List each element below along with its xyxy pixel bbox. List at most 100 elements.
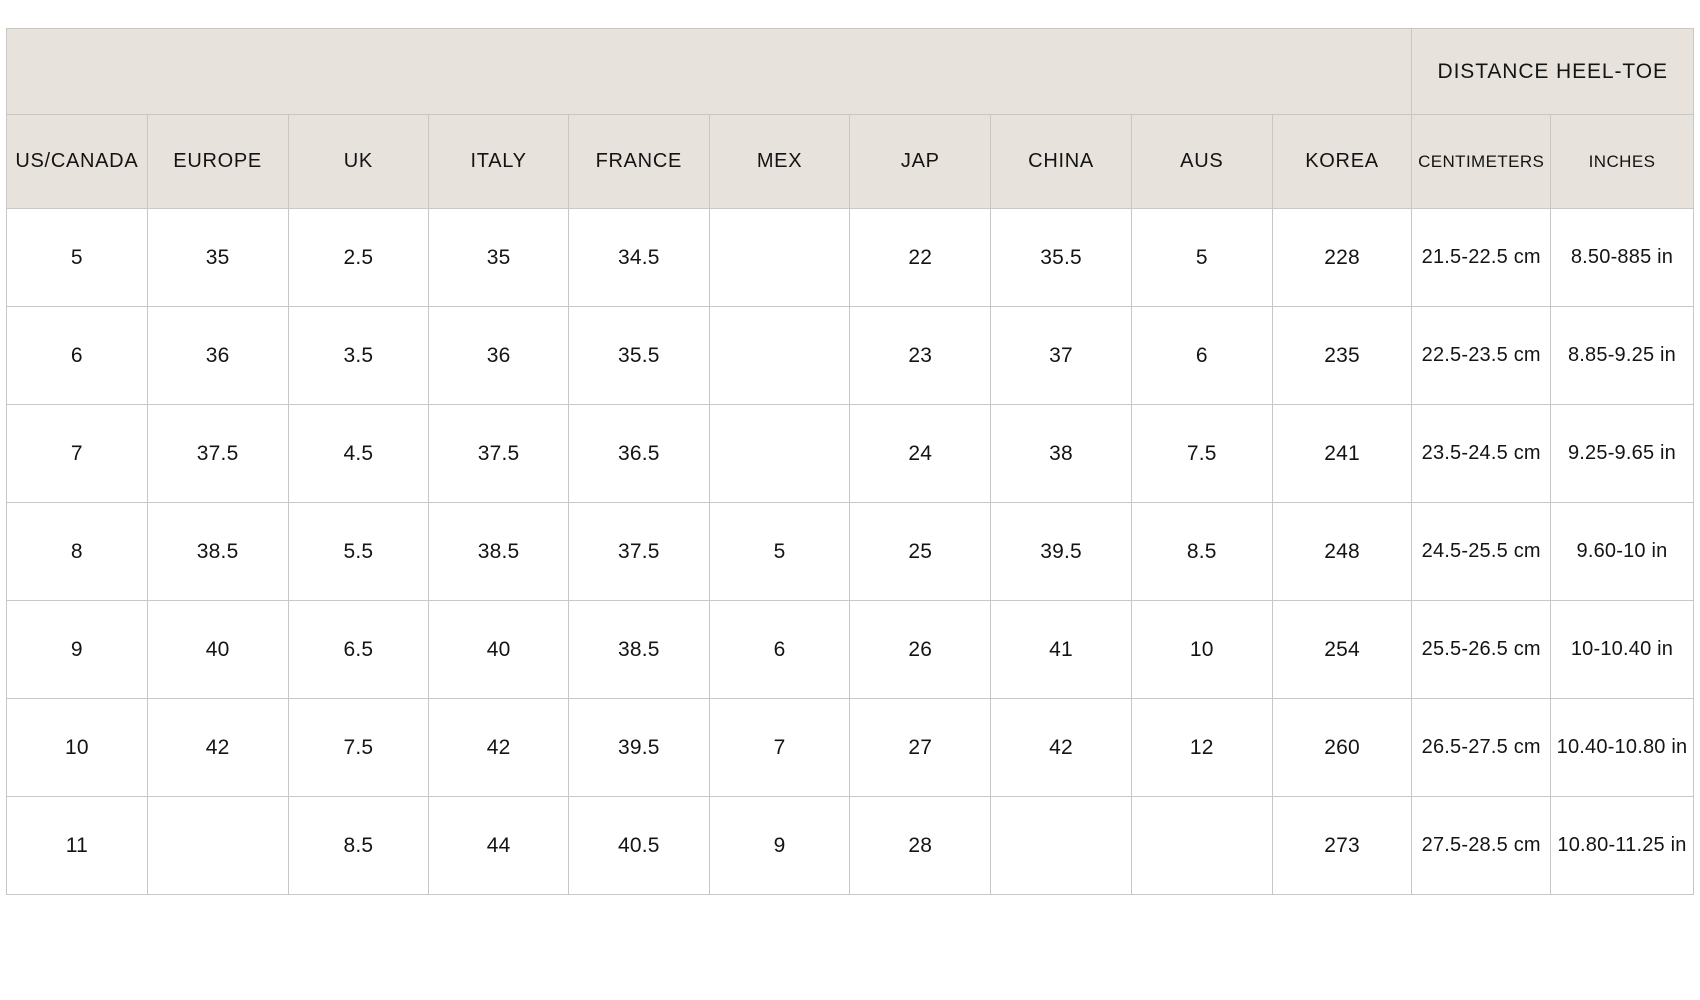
group-header-distance-heel-toe: DISTANCE HEEL-TOE: [1411, 28, 1694, 115]
column-header-mex: MEX: [708, 114, 851, 209]
table-row: 8 38.5 5.5 38.5 37.5 5 25 39.5 8.5 248 2…: [6, 502, 1695, 601]
column-header-row: US/CANADA EUROPE UK ITALY FRANCE MEX JAP…: [6, 114, 1695, 209]
cell-jap: 27: [849, 698, 992, 797]
cell-us-canada: 6: [6, 306, 148, 405]
cell-uk: 8.5: [287, 796, 430, 895]
cell-us-canada: 7: [6, 404, 148, 503]
cell-mex: 9: [708, 796, 851, 895]
cell-aus: [1130, 796, 1273, 895]
cell-china: 38: [990, 404, 1132, 503]
cell-mex: [708, 208, 851, 307]
cell-china: 39.5: [990, 502, 1132, 601]
group-header-spacer: [5, 28, 1413, 115]
cell-europe: 37.5: [146, 404, 289, 503]
cell-centimeters: 27.5-28.5 cm: [1411, 796, 1551, 895]
cell-china: 41: [990, 600, 1132, 699]
cell-us-canada: 5: [6, 208, 148, 307]
cell-centimeters: 21.5-22.5 cm: [1411, 208, 1551, 307]
cell-us-canada: 9: [6, 600, 148, 699]
cell-china: [990, 796, 1132, 895]
group-header-row: DISTANCE HEEL-TOE: [5, 28, 1694, 115]
cell-europe: 36: [146, 306, 289, 405]
cell-korea: 235: [1271, 306, 1413, 405]
cell-aus: 5: [1130, 208, 1273, 307]
cell-aus: 6: [1130, 306, 1273, 405]
column-header-italy: ITALY: [428, 114, 569, 209]
cell-us-canada: 8: [6, 502, 148, 601]
cell-centimeters: 22.5-23.5 cm: [1411, 306, 1551, 405]
cell-aus: 8.5: [1130, 502, 1273, 601]
cell-uk: 2.5: [287, 208, 430, 307]
column-header-korea: KOREA: [1271, 114, 1413, 209]
cell-inches: 10.40-10.80 in: [1549, 698, 1695, 797]
cell-italy: 35: [428, 208, 569, 307]
cell-uk: 6.5: [287, 600, 430, 699]
cell-inches: 10.80-11.25 in: [1549, 796, 1695, 895]
cell-aus: 12: [1130, 698, 1273, 797]
cell-mex: 7: [708, 698, 851, 797]
cell-centimeters: 25.5-26.5 cm: [1411, 600, 1551, 699]
column-header-france: FRANCE: [567, 114, 710, 209]
cell-mex: [708, 306, 851, 405]
size-conversion-chart: DISTANCE HEEL-TOE US/CANADA EUROPE UK IT…: [5, 28, 1695, 895]
cell-china: 35.5: [990, 208, 1132, 307]
size-conversion-table: DISTANCE HEEL-TOE US/CANADA EUROPE UK IT…: [5, 28, 1695, 895]
cell-france: 39.5: [567, 698, 710, 797]
cell-inches: 8.50-885 in: [1549, 208, 1695, 307]
cell-us-canada: 11: [6, 796, 148, 895]
cell-jap: 22: [849, 208, 992, 307]
cell-europe: [146, 796, 289, 895]
cell-italy: 44: [428, 796, 569, 895]
table-row: 7 37.5 4.5 37.5 36.5 24 38 7.5 241 23.5-…: [6, 404, 1695, 503]
column-header-centimeters: CENTIMETERS: [1411, 114, 1551, 209]
cell-france: 36.5: [567, 404, 710, 503]
cell-italy: 38.5: [428, 502, 569, 601]
cell-korea: 260: [1271, 698, 1413, 797]
cell-italy: 36: [428, 306, 569, 405]
cell-france: 38.5: [567, 600, 710, 699]
cell-mex: [708, 404, 851, 503]
cell-inches: 10-10.40 in: [1549, 600, 1695, 699]
table-row: 11 8.5 44 40.5 9 28 273 27.5-28.5 cm 10.…: [6, 796, 1695, 895]
cell-korea: 254: [1271, 600, 1413, 699]
column-header-jap: JAP: [849, 114, 992, 209]
cell-jap: 26: [849, 600, 992, 699]
cell-france: 40.5: [567, 796, 710, 895]
cell-inches: 8.85-9.25 in: [1549, 306, 1695, 405]
cell-mex: 5: [708, 502, 851, 601]
cell-korea: 241: [1271, 404, 1413, 503]
table-row: 5 35 2.5 35 34.5 22 35.5 5 228 21.5-22.5…: [6, 208, 1695, 307]
cell-china: 37: [990, 306, 1132, 405]
cell-france: 34.5: [567, 208, 710, 307]
cell-italy: 37.5: [428, 404, 569, 503]
cell-inches: 9.60-10 in: [1549, 502, 1695, 601]
cell-europe: 38.5: [146, 502, 289, 601]
cell-korea: 248: [1271, 502, 1413, 601]
column-header-europe: EUROPE: [146, 114, 289, 209]
cell-italy: 40: [428, 600, 569, 699]
column-header-us-canada: US/CANADA: [6, 114, 148, 209]
table-row: 6 36 3.5 36 35.5 23 37 6 235 22.5-23.5 c…: [6, 306, 1695, 405]
column-header-aus: AUS: [1130, 114, 1273, 209]
cell-inches: 9.25-9.65 in: [1549, 404, 1695, 503]
column-header-inches: INCHES: [1549, 114, 1695, 209]
cell-uk: 7.5: [287, 698, 430, 797]
cell-europe: 40: [146, 600, 289, 699]
cell-france: 37.5: [567, 502, 710, 601]
cell-china: 42: [990, 698, 1132, 797]
cell-aus: 10: [1130, 600, 1273, 699]
table-row: 9 40 6.5 40 38.5 6 26 41 10 254 25.5-26.…: [6, 600, 1695, 699]
cell-jap: 25: [849, 502, 992, 601]
cell-uk: 4.5: [287, 404, 430, 503]
cell-europe: 35: [146, 208, 289, 307]
column-header-china: CHINA: [990, 114, 1132, 209]
cell-korea: 273: [1271, 796, 1413, 895]
column-header-uk: UK: [287, 114, 430, 209]
cell-jap: 24: [849, 404, 992, 503]
table-body: DISTANCE HEEL-TOE US/CANADA EUROPE UK IT…: [5, 28, 1695, 895]
cell-italy: 42: [428, 698, 569, 797]
cell-france: 35.5: [567, 306, 710, 405]
table-row: 10 42 7.5 42 39.5 7 27 42 12 260 26.5-27…: [6, 698, 1695, 797]
cell-mex: 6: [708, 600, 851, 699]
cell-centimeters: 24.5-25.5 cm: [1411, 502, 1551, 601]
